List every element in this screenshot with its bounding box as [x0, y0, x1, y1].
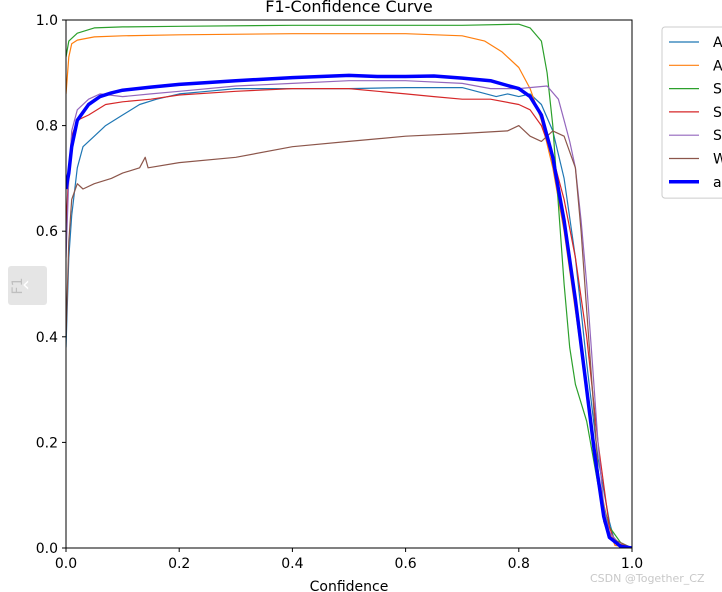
legend-label-3: S — [713, 105, 722, 121]
x-axis-label: Confidence — [310, 579, 389, 592]
series-layer — [66, 23, 632, 548]
y-tick-label: 0.8 — [36, 119, 58, 135]
x-tick-label: 0.8 — [508, 556, 530, 572]
series-line-6 — [66, 73, 632, 548]
legend-label-4: S — [713, 128, 722, 144]
y-tick-label: 1.0 — [36, 13, 58, 29]
series-line-5 — [66, 124, 632, 548]
watermark: CSDN @Together_CZ — [590, 572, 705, 585]
x-axis: 0.0 0.2 0.4 0.6 0.8 1.0 — [55, 548, 643, 572]
y-tick-label: 0.0 — [36, 541, 58, 557]
collapse-button[interactable]: ‹ — [8, 266, 47, 305]
legend-label-0: A — [713, 35, 722, 51]
y-axis: 0.0 0.2 0.4 0.6 0.8 1.0 — [36, 13, 66, 557]
chevron-left-icon: ‹ — [22, 272, 30, 296]
x-tick-label: 0.4 — [281, 556, 303, 572]
legend-label-5: W — [713, 152, 722, 168]
y-tick-label: 0.2 — [36, 435, 58, 451]
y-tick-label: 0.4 — [36, 330, 58, 346]
series-line-3 — [66, 87, 632, 548]
series-line-4 — [66, 80, 632, 548]
legend-label-2: S — [713, 82, 722, 98]
x-tick-label: 1.0 — [621, 556, 643, 572]
x-tick-label: 0.0 — [55, 556, 77, 572]
legend-label-6: a — [713, 175, 722, 191]
legend-box — [661, 26, 722, 199]
y-tick-label: 0.6 — [36, 224, 58, 240]
x-tick-label: 0.6 — [394, 556, 416, 572]
legend-label-1: A — [713, 58, 722, 74]
plot-frame — [65, 19, 633, 549]
series-line-2 — [66, 23, 632, 548]
chart-title: F1-Confidence Curve — [265, 0, 432, 16]
series-line-0 — [66, 86, 632, 548]
x-tick-label: 0.2 — [168, 556, 190, 572]
series-line-1 — [66, 33, 632, 548]
